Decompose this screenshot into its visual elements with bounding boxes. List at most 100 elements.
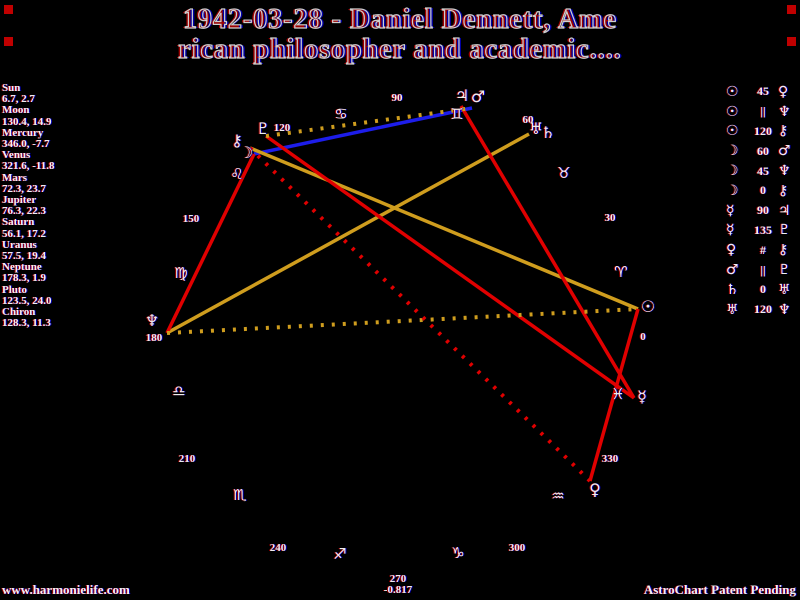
planet-coords-mars: 72.3, 23.7 <box>2 182 46 195</box>
planet-name-pluto: Pluto <box>2 283 28 296</box>
planet-item-chiron: Chiron 128.3, 11.3 <box>2 306 55 329</box>
aspect-value: 120 <box>754 302 772 317</box>
aspect-line-sun-venus <box>588 308 640 482</box>
planet-coords-moon: 130.4, 14.9 <box>2 115 52 128</box>
sign-glyph-pisces: ♓ <box>611 385 624 403</box>
degree-label-150: 150 <box>183 213 200 225</box>
planet-glyph-mercury: ☿ <box>637 387 647 406</box>
aspect-row-venus-chiron: ♀ # ⚷ <box>726 240 800 260</box>
aspect-list: ☉ 45 ♀ ☉ || ♆ ☉ 120 ⚷ ☽ 60 ♂ ☽ 45 ♆ ☽ 0 ⚷ ☿ 90 ♃ ☿ 135 ♇ ♀ # ⚷ ♂ || ♇… <box>726 82 800 320</box>
planet-item-neptune: Neptune 178.3, 1.9 <box>2 261 55 285</box>
degree-label-240: 240 <box>270 542 287 554</box>
aspect-row-uranus-neptune: ♅ 120 ♆ <box>726 300 800 320</box>
planet-coords-uranus: 57.5, 19.4 <box>2 250 46 263</box>
aspect-row-mercury-jupiter: ☿ 90 ♃ <box>726 201 800 221</box>
planet-glyph-neptune: ♆ <box>145 311 159 330</box>
planet-glyph-moon: ☽ <box>239 143 253 162</box>
degree-label-180: 180 <box>146 332 163 344</box>
corner-mark-1 <box>787 5 796 14</box>
aspect-value: 0 <box>760 282 766 297</box>
planet-coords-mercury: 346.0, -7.7 <box>2 138 50 151</box>
planet-item-venus: Venus 321.6, -11.8 <box>2 149 55 173</box>
corner-mark-0 <box>4 5 13 14</box>
planet-name-sun: Sun <box>2 82 21 94</box>
planet-name-saturn: Saturn <box>2 216 35 229</box>
planet-symbol-uranus: ♅ <box>778 281 791 298</box>
sign-glyph-aries: ♈ <box>614 263 627 281</box>
planet-coords-neptune: 178.3, 1.9 <box>2 272 46 285</box>
planet-symbol-pluto: ♇ <box>778 222 791 239</box>
planet-name-mars: Mars <box>2 171 28 184</box>
aspect-value: 120 <box>754 123 772 138</box>
planet-name-neptune: Neptune <box>2 261 42 274</box>
planet-symbol-mars: ♂ <box>778 143 791 160</box>
aspect-row-moon-chiron: ☽ 0 ⚷ <box>726 181 800 201</box>
sign-glyph-scorpio: ♏ <box>233 486 247 504</box>
aspect-line-chiron-sun <box>249 146 639 311</box>
website-url: www.harmonielife.com <box>2 582 130 597</box>
planet-glyph-uranus: ♅ <box>529 119 543 138</box>
planet-glyph-venus: ♀ <box>589 480 601 499</box>
planet-item-moon: Moon 130.4, 14.9 <box>2 104 55 128</box>
degree-label-30: 30 <box>605 212 617 224</box>
aspect-row-mars-pluto: ♂ || ♇ <box>726 260 800 280</box>
sign-glyph-sagittarius: ♐ <box>333 545 346 563</box>
planet-symbol-chiron: ⚷ <box>778 182 789 199</box>
planet-symbol-moon: ☽ <box>726 143 739 160</box>
degree-label-300: 300 <box>509 542 526 554</box>
planet-name-moon: Moon <box>2 104 30 117</box>
planet-item-saturn: Saturn 56.1, 17.2 <box>2 216 55 240</box>
planet-symbol-chiron: ⚷ <box>778 123 789 140</box>
aspect-value: || <box>760 262 766 277</box>
harmonic-value-label: -0.817 <box>384 584 413 596</box>
sign-glyph-taurus: ♉ <box>557 164 570 182</box>
aspect-row-sun-venus: ☉ 45 ♀ <box>726 82 800 102</box>
corner-mark-3 <box>787 37 796 46</box>
planet-name-venus: Venus <box>2 149 31 162</box>
title-line-1: 1942-03-28 - Daniel Dennett, Ame <box>182 4 618 35</box>
planet-list: Sun 6.7, 2.7 Moon 130.4, 14.9 Mercury 346.0, … <box>2 82 55 329</box>
planet-coords-saturn: 56.1, 17.2 <box>2 227 46 240</box>
planet-symbol-uranus: ♅ <box>726 301 739 318</box>
aspect-value: 45 <box>757 84 769 99</box>
degree-label-330: 330 <box>602 453 619 465</box>
aspect-line-pluto-mercury <box>264 134 636 400</box>
aspect-value: 45 <box>757 163 769 178</box>
aspect-row-sun-chiron: ☉ 120 ⚷ <box>726 122 800 142</box>
aspect-line-neptune-uranus <box>166 132 530 335</box>
planet-item-jupiter: Jupiter 76.3, 22.3 <box>2 194 55 217</box>
aspect-value: 60 <box>757 143 769 158</box>
planet-item-pluto: Pluto 123.5, 24.0 <box>2 283 55 307</box>
aspect-row-mercury-pluto: ☿ 135 ♇ <box>726 221 800 241</box>
degree-label-120: 120 <box>274 122 291 134</box>
planet-symbol-sun: ☉ <box>726 123 739 140</box>
sign-glyph-libra: ♎ <box>172 382 185 400</box>
planet-symbol-moon: ☽ <box>726 163 739 180</box>
sign-glyph-virgo: ♍ <box>174 264 187 282</box>
planet-symbol-venus: ♀ <box>778 83 789 100</box>
planet-symbol-mars: ♂ <box>726 262 739 279</box>
degree-label-270: 270 <box>390 573 407 585</box>
aspect-value: 0 <box>760 183 766 198</box>
planet-coords-sun: 6.7, 2.7 <box>2 93 35 106</box>
planet-symbol-neptune: ♆ <box>778 103 791 120</box>
planet-glyph-chiron: ⚷ <box>231 131 243 150</box>
planet-symbol-venus: ♀ <box>726 242 737 259</box>
degree-label-90: 90 <box>392 92 404 104</box>
aspect-value: 135 <box>754 222 772 237</box>
aspect-value: 90 <box>757 203 769 218</box>
patent-notice: AstroChart Patent Pending <box>643 582 796 597</box>
degree-label-60: 60 <box>523 114 535 126</box>
planet-name-chiron: Chiron <box>2 306 36 319</box>
aspect-line-chiron-venus <box>248 146 592 483</box>
planet-name-jupiter: Jupiter <box>2 194 37 207</box>
planet-item-mars: Mars 72.3, 23.7 <box>2 171 55 195</box>
planet-symbol-saturn: ♄ <box>726 281 739 298</box>
title-line-2: rican philosopher and academic.... <box>178 34 622 65</box>
degree-label-210: 210 <box>179 453 196 465</box>
degree-label-0: 0 <box>640 331 646 343</box>
planet-glyph-jupiter: ♃ <box>455 86 469 105</box>
planet-symbol-chiron: ⚷ <box>778 242 789 259</box>
